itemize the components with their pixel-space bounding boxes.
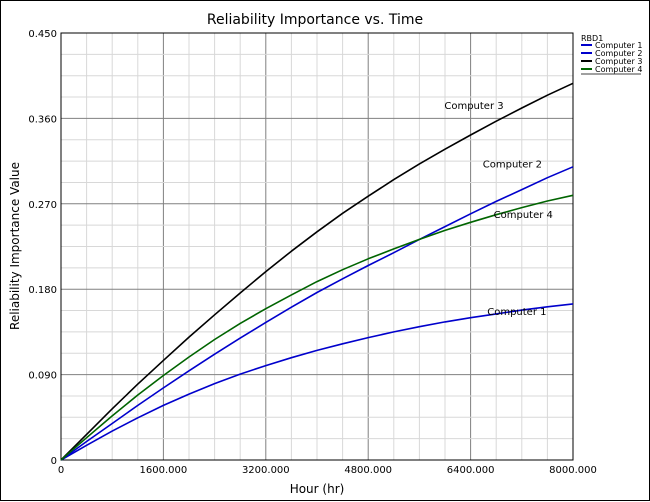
legend-entry: Computer 2 [595,49,642,58]
annotation-computer-1: Computer 1 [487,307,546,318]
legend-entry: Computer 1 [595,41,642,50]
legend-title: RBD1 [581,34,603,43]
annotation-computer-2: Computer 2 [483,160,542,171]
annotation-computer-3: Computer 3 [444,101,503,112]
y-tick-label: 0.180 [28,285,57,296]
x-tick-label: 4800.000 [344,465,392,476]
x-tick-label: 0 [58,465,64,476]
legend-entry: Computer 3 [595,57,642,66]
y-tick-label: 0.090 [28,371,57,382]
series-group [60,82,574,461]
grid [61,33,573,460]
plot-area [60,32,574,461]
series-line-computer-3 [60,82,574,461]
y-tick-label: 0.270 [28,200,57,211]
x-tick-label: 1600.000 [140,465,188,476]
chart-title: Reliability Importance vs. Time [207,12,423,28]
y-tick-label: 0.450 [28,29,57,40]
axis-ticks: 0 1600.000 3200.000 4800.000 6400.000 8000.00… [28,29,597,476]
x-tick-label: 3200.000 [242,465,290,476]
series-line-computer-1 [60,303,574,461]
x-tick-label: 6400.000 [447,465,495,476]
x-tick-label: 8000.000 [549,465,597,476]
y-tick-label: 0.360 [28,114,57,125]
y-tick-label: 0 [51,456,57,467]
annotations: Computer 1 Computer 2 Computer 3 Computer 4 [444,101,553,318]
legend-entry: Computer 4 [595,65,642,74]
y-axis-label: Reliability Importance Value [8,162,22,330]
x-axis-label: Hour (hr) [290,482,345,496]
annotation-computer-4: Computer 4 [494,210,553,221]
series-line-computer-4 [60,194,574,461]
series-line-computer-2 [60,166,574,461]
